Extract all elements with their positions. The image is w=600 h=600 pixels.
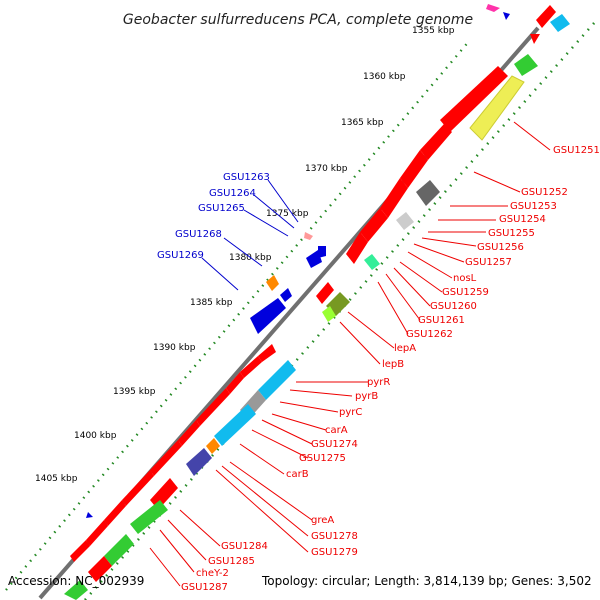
scale-label: 1355 kbp (412, 26, 455, 36)
gene-label[interactable]: GSU1251 (553, 145, 600, 156)
gene-feature[interactable] (360, 208, 388, 242)
gene-feature[interactable] (86, 520, 108, 546)
gene-label[interactable]: GSU1253 (510, 201, 557, 212)
gene-label[interactable]: greA (311, 515, 334, 526)
gene-label[interactable]: pyrR (367, 377, 390, 388)
gene-feature[interactable] (440, 66, 508, 132)
scale-label: 1375 kbp (266, 209, 309, 219)
gene-feature[interactable] (214, 404, 256, 446)
gene-feature[interactable] (206, 438, 220, 454)
gene-label[interactable]: GSU1285 (208, 556, 255, 567)
gene-feature[interactable] (486, 4, 500, 12)
gene-label[interactable]: GSU1261 (418, 315, 465, 326)
gene-feature[interactable] (122, 470, 154, 506)
gene-feature[interactable] (250, 298, 286, 334)
gene-feature[interactable] (396, 212, 414, 230)
gene-label[interactable]: GSU1264 (209, 188, 256, 199)
gene-feature[interactable] (70, 540, 90, 562)
gene-label[interactable]: pyrB (355, 391, 378, 402)
gene-label[interactable]: GSU1284 (221, 541, 268, 552)
gene-feature[interactable] (88, 556, 112, 582)
map-title: Geobacter sulfurreducens PCA, complete g… (123, 12, 473, 28)
gene-feature[interactable] (196, 388, 230, 426)
topology-text: Topology: circular; Length: 3,814,139 bp… (262, 574, 592, 588)
gene-feature[interactable] (258, 360, 296, 400)
gene-feature[interactable] (400, 150, 428, 188)
gene-label[interactable]: GSU1269 (157, 250, 204, 261)
gene-label[interactable]: carB (286, 469, 309, 480)
gene-feature[interactable] (104, 500, 126, 526)
gene-label[interactable]: GSU1275 (299, 453, 346, 464)
scale-label: 1405 kbp (35, 474, 78, 484)
gene-label[interactable]: GSU1279 (311, 547, 358, 558)
left-gene-labels: GSU1263 GSU1264 GSU1265 GSU1268 GSU1269 (157, 172, 270, 261)
scale-label: 1390 kbp (153, 343, 196, 353)
gene-feature[interactable] (503, 12, 510, 20)
scale-label: 1360 kbp (363, 72, 406, 82)
gene-feature[interactable] (416, 180, 440, 206)
accession-text: Accession: NC_002939 (8, 574, 145, 588)
gene-label[interactable]: nosL (453, 273, 477, 284)
scale-label: 1385 kbp (190, 298, 233, 308)
gene-label[interactable]: carA (325, 425, 348, 436)
gene-feature[interactable] (316, 282, 334, 304)
gene-label[interactable]: GSU1287 (181, 582, 228, 593)
gene-label[interactable]: GSU1254 (499, 214, 546, 225)
gene-feature[interactable] (420, 124, 452, 160)
right-callout-lines (149, 121, 551, 587)
gene-feature[interactable] (64, 580, 88, 600)
gene-feature[interactable] (469, 75, 525, 141)
gene-feature[interactable] (346, 232, 368, 264)
gene-feature[interactable] (150, 440, 182, 476)
gene-label[interactable]: GSU1255 (488, 228, 535, 239)
gene-label[interactable]: GSU1265 (198, 203, 245, 214)
gene-feature[interactable] (304, 232, 313, 240)
gene-label[interactable]: GSU1268 (175, 229, 222, 240)
gene-feature[interactable] (322, 306, 336, 322)
gene-feature[interactable] (364, 254, 380, 270)
gene-feature[interactable] (104, 534, 134, 566)
gene-label[interactable]: cheY-2 (196, 568, 229, 579)
gene-label[interactable]: lepB (382, 359, 404, 370)
gene-feature[interactable] (130, 500, 168, 534)
gene-feature[interactable] (186, 448, 212, 476)
gene-label[interactable]: GSU1278 (311, 531, 358, 542)
gene-label[interactable]: GSU1262 (406, 329, 453, 340)
gene-feature[interactable] (536, 5, 556, 28)
gene-label[interactable]: GSU1259 (442, 287, 489, 298)
gene-label[interactable]: pyrC (339, 407, 362, 418)
gene-feature[interactable] (530, 34, 540, 44)
outer-dotted-ring (5, 39, 471, 591)
left-callout-lines (201, 179, 299, 291)
gene-label[interactable]: GSU1263 (223, 172, 270, 183)
gene-feature[interactable] (86, 512, 93, 518)
gene-feature[interactable] (178, 420, 200, 446)
gene-label[interactable]: GSU1256 (477, 242, 524, 253)
gene-label[interactable]: lepA (394, 343, 416, 354)
gene-feature[interactable] (318, 246, 326, 258)
outer-strand-genes (70, 4, 510, 562)
scale-label: 1365 kbp (341, 118, 384, 128)
gene-feature[interactable] (550, 14, 570, 32)
scale-label: 1400 kbp (74, 431, 117, 441)
scale-label: 1370 kbp (305, 164, 348, 174)
gene-label[interactable]: GSU1274 (311, 439, 358, 450)
gene-feature[interactable] (240, 356, 262, 378)
gene-feature[interactable] (150, 478, 178, 510)
gene-feature[interactable] (380, 178, 408, 218)
gene-feature[interactable] (266, 275, 279, 291)
gene-label[interactable]: GSU1257 (465, 257, 512, 268)
scale-label: 1395 kbp (113, 387, 156, 397)
gene-label[interactable]: GSU1252 (521, 187, 568, 198)
inner-strand-genes (64, 5, 570, 600)
gene-feature[interactable] (514, 54, 538, 76)
gene-label[interactable]: GSU1260 (430, 301, 477, 312)
right-gene-labels: GSU1251 GSU1252 GSU1253 GSU1254 GSU1255 … (181, 145, 600, 593)
gene-feature[interactable] (258, 344, 276, 362)
gene-feature[interactable] (226, 372, 244, 394)
gene-feature[interactable] (280, 288, 292, 302)
